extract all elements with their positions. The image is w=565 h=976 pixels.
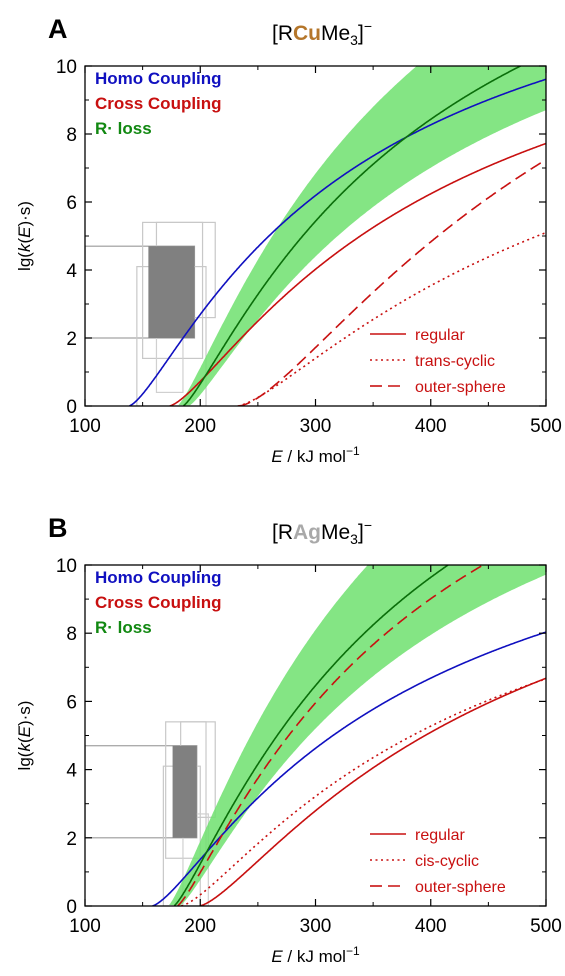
y-tick-label: 2: [66, 329, 77, 350]
x-tick-label: 400: [415, 416, 447, 437]
legend-style-label: cis-cyclic: [415, 853, 479, 870]
y-axis-part: (: [15, 737, 34, 743]
legend-entry: R· loss: [95, 618, 152, 637]
title-subscript: 3: [350, 531, 358, 547]
title-superscript: −: [364, 517, 372, 533]
series-line-homo-coupling-regular: [129, 78, 546, 406]
legend-style-label: regular: [415, 827, 465, 844]
x-axis-var: E: [271, 447, 283, 466]
experimental-range-box: [148, 246, 195, 338]
y-axis-part: )·s): [15, 201, 34, 226]
legend-entry: Homo Coupling: [95, 69, 222, 88]
chart-panel-a: 100 200 300 400 500 0 2 4 6 8 10 A [RCuMe3]− E / kJ m…: [15, 14, 562, 466]
x-tick-label: 200: [184, 916, 216, 937]
chart-title: [RCuMe3]−: [272, 18, 372, 48]
x-axis-var: E: [271, 947, 283, 966]
y-axis-label: lg(k(E)·s): [15, 201, 34, 271]
title-superscript: −: [364, 18, 372, 34]
series-line-r-loss-regular: [183, 66, 523, 406]
y-axis-part: lg(: [15, 751, 34, 770]
x-tick-label: 500: [530, 416, 562, 437]
x-axis-unit: / kJ mol: [283, 447, 346, 466]
plot-area: [85, 565, 546, 906]
title-part: [R: [272, 22, 293, 45]
legend-entry: Cross Coupling: [95, 94, 222, 113]
title-part: Me: [321, 22, 350, 45]
legend-style-label: trans-cyclic: [415, 353, 495, 370]
y-axis-label: lg(k(E)·s): [15, 701, 34, 771]
title-part: [R: [272, 521, 293, 544]
legend-style-label: outer-sphere: [415, 879, 506, 896]
panel-letter: B: [48, 513, 68, 543]
x-axis-unit-sup: −1: [346, 444, 360, 458]
x-axis-label: E / kJ mol−1: [271, 444, 360, 466]
y-axis-part: )·s): [15, 701, 34, 726]
x-tick-label: 300: [300, 916, 332, 937]
y-tick-label: 4: [66, 761, 77, 782]
title-part: Me: [321, 521, 350, 544]
y-tick-label: 2: [66, 829, 77, 850]
y-tick-label: 0: [66, 897, 77, 918]
y-axis-var: E: [15, 725, 34, 737]
legend-entry: Homo Coupling: [95, 568, 222, 587]
series-line-cross-coupling-outer-sphere: [238, 158, 546, 406]
y-axis-var: E: [15, 226, 34, 238]
r-loss-uncertainty-band: [178, 66, 546, 406]
title-part: ]: [358, 22, 364, 45]
y-tick-label: 8: [66, 125, 77, 146]
y-tick-label: 8: [66, 624, 77, 645]
legend-entry: Cross Coupling: [95, 593, 222, 612]
series-line-cross-coupling-regular: [199, 677, 546, 906]
legend-entry: R· loss: [95, 119, 152, 138]
chart-title: [RAgMe3]−: [272, 517, 372, 547]
uncertainty-box: [85, 745, 198, 839]
x-axis-label: E / kJ mol−1: [271, 944, 360, 966]
y-tick-label: 0: [66, 397, 77, 418]
y-axis-part: (: [15, 238, 34, 244]
x-axis-unit: / kJ mol: [283, 947, 346, 966]
x-tick-label: 400: [415, 916, 447, 937]
series-line-homo-coupling-regular: [152, 631, 546, 906]
series-line-r-loss-regular: [173, 565, 450, 906]
chart-panel-b: 100 200 300 400 500 0 2 4 6 8 10 B [RAgMe3]− E / kJ m…: [15, 513, 562, 966]
y-tick-label: 10: [56, 57, 77, 78]
x-tick-label: 300: [300, 416, 332, 437]
series-line-cross-coupling-regular: [169, 142, 546, 406]
y-axis-part: lg(: [15, 252, 34, 271]
y-axis-var: k: [15, 242, 34, 252]
y-tick-label: 4: [66, 261, 77, 282]
title-metal: Cu: [293, 22, 321, 45]
legend-style-label: regular: [415, 327, 465, 344]
series-line-cross-coupling-outer-sphere: [177, 565, 485, 906]
panel-letter: A: [48, 14, 68, 44]
x-tick-label: 200: [184, 416, 216, 437]
y-tick-label: 6: [66, 193, 77, 214]
experimental-range-box: [172, 745, 197, 838]
title-metal: Ag: [293, 521, 321, 544]
title-part: ]: [358, 521, 364, 544]
uncertainty-box: [85, 245, 196, 339]
y-tick-label: 10: [56, 556, 77, 577]
x-tick-label: 500: [530, 916, 562, 937]
plot-area: [85, 66, 546, 406]
x-tick-label: 100: [69, 916, 101, 937]
x-axis-unit-sup: −1: [346, 944, 360, 958]
legend-style-label: outer-sphere: [415, 379, 506, 396]
series-line-cross-coupling-cis-cyclic: [181, 678, 546, 906]
x-tick-label: 100: [69, 416, 101, 437]
title-subscript: 3: [350, 32, 358, 48]
r-loss-uncertainty-band: [169, 565, 546, 906]
y-tick-label: 6: [66, 692, 77, 713]
y-axis-var: k: [15, 742, 34, 752]
